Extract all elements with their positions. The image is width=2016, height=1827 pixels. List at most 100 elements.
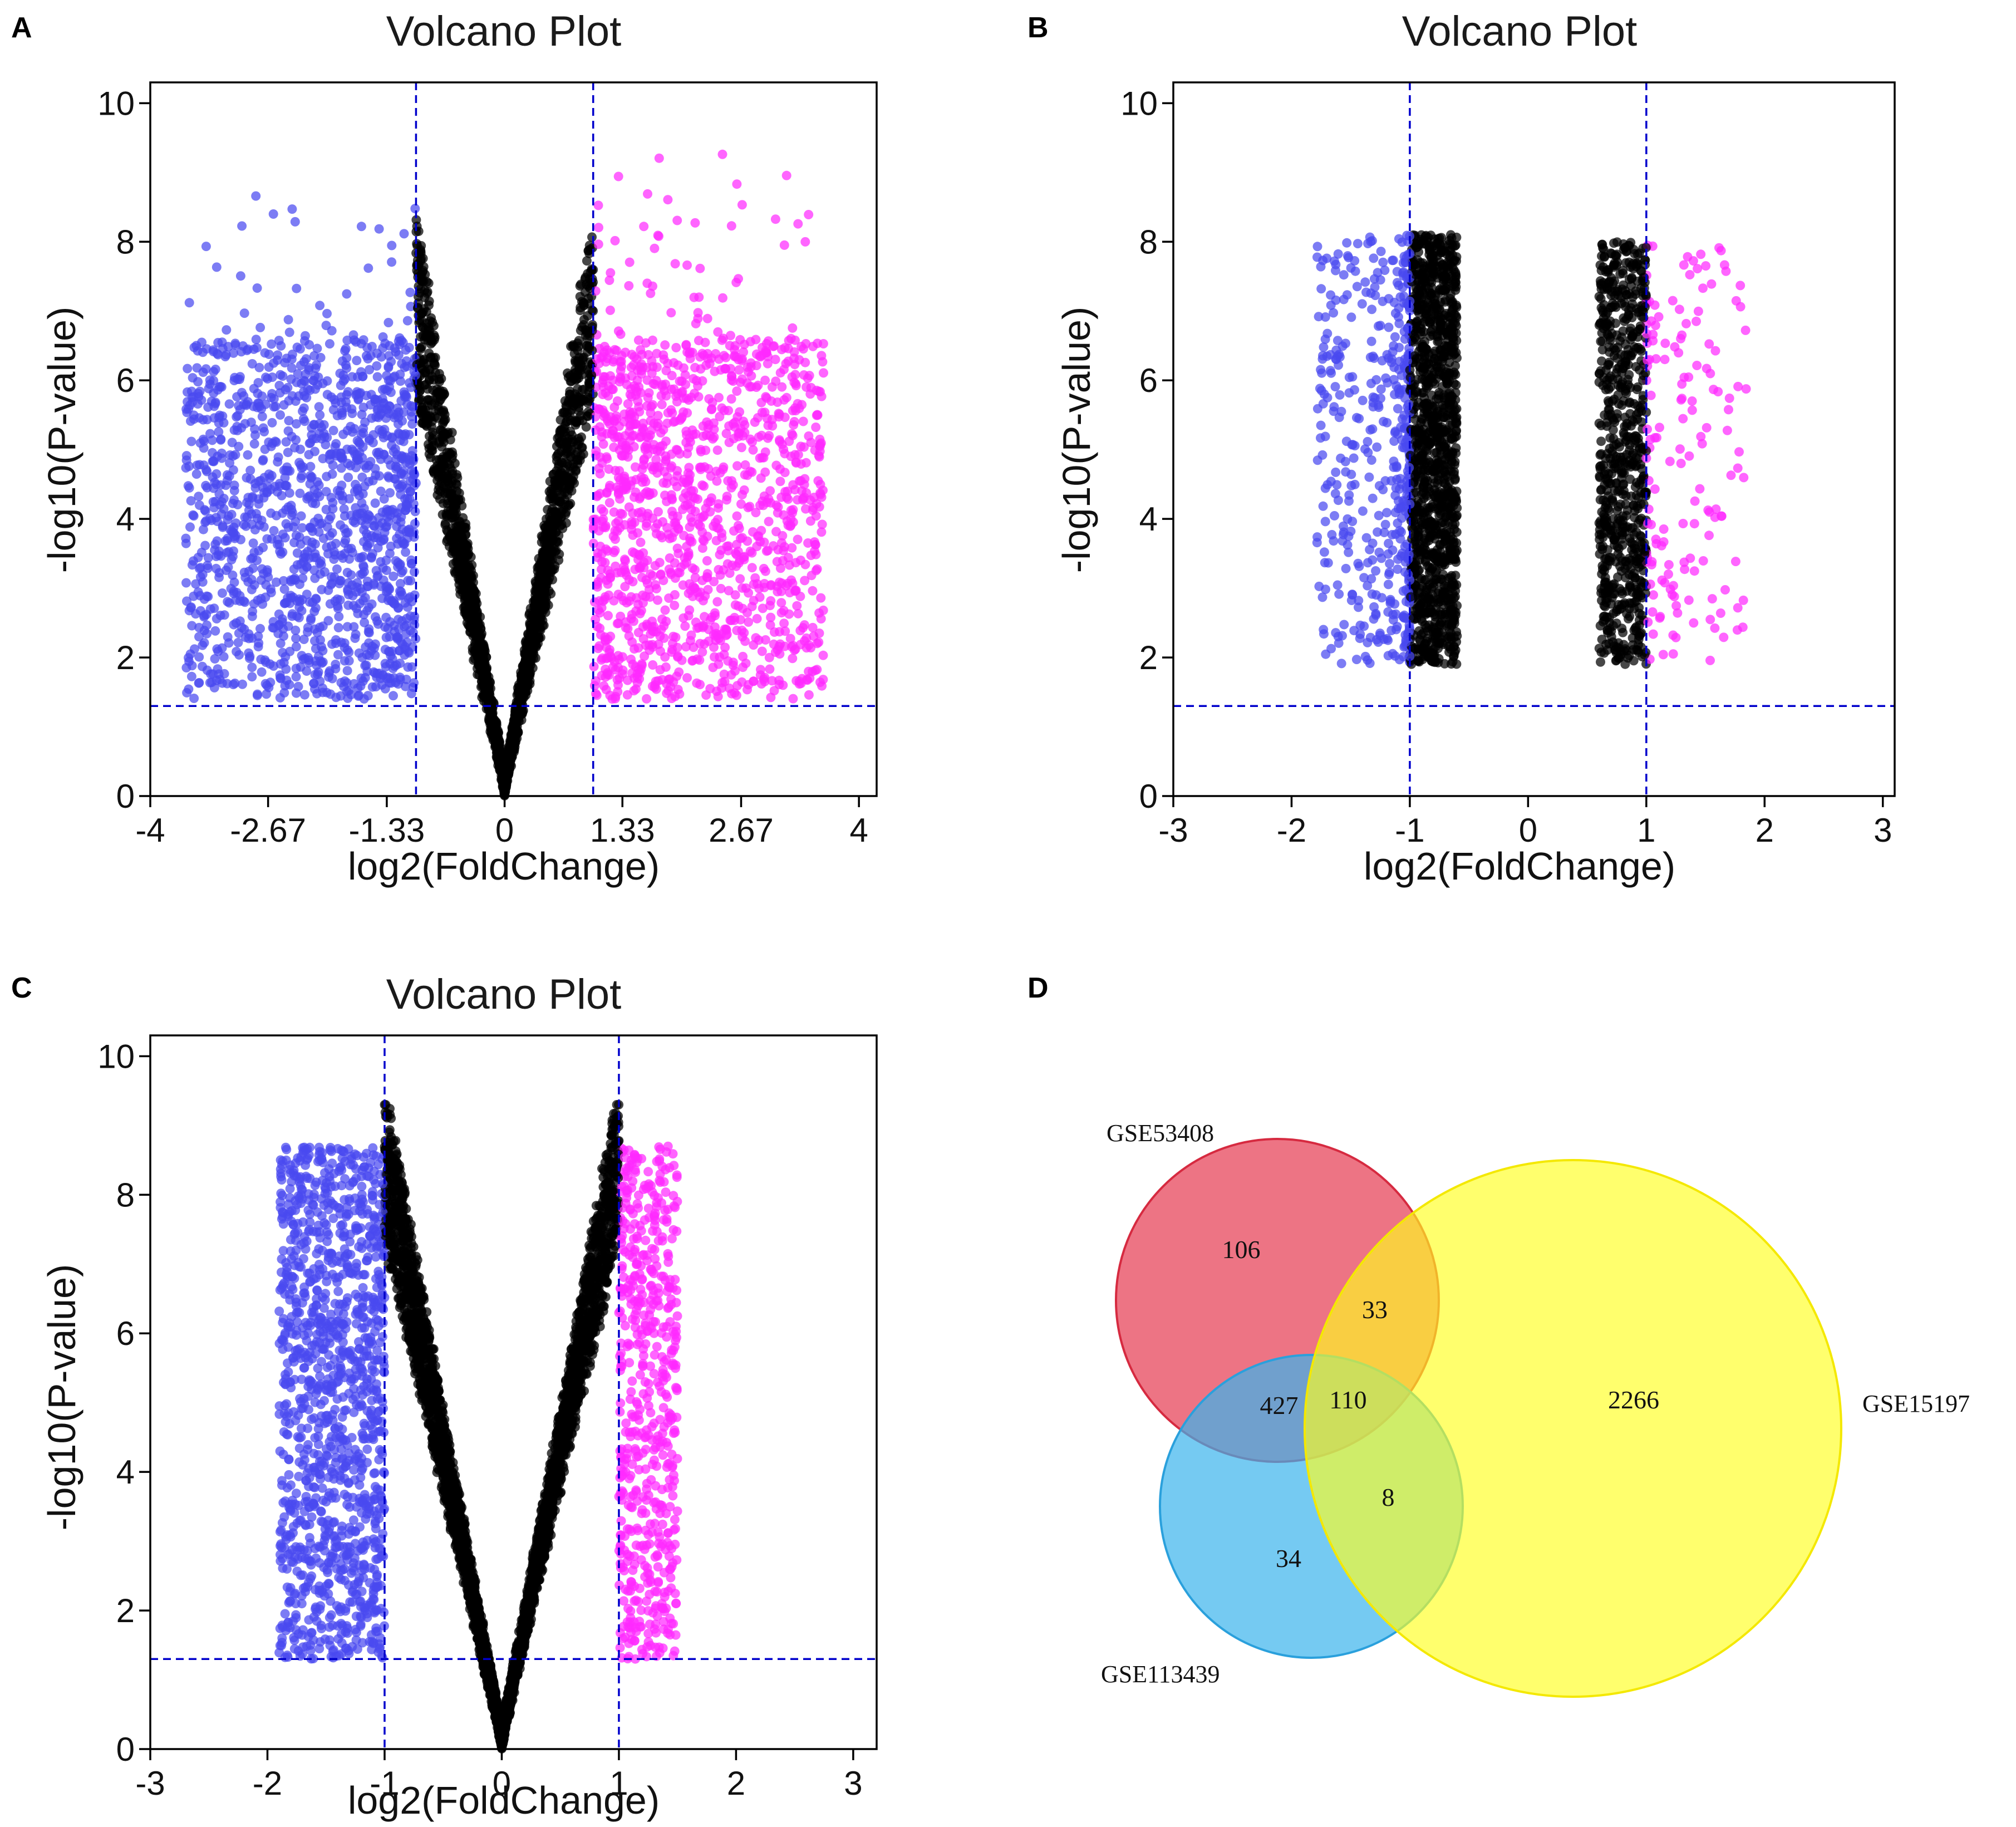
- data-point: [342, 666, 352, 676]
- data-point: [407, 446, 417, 456]
- data-point: [342, 622, 352, 632]
- data-point: [240, 419, 250, 429]
- data-point: [383, 318, 394, 327]
- data-point: [454, 488, 464, 498]
- data-point: [187, 621, 197, 631]
- data-point: [779, 395, 789, 405]
- data-point: [584, 387, 594, 397]
- data-point: [653, 411, 663, 421]
- data-point: [259, 473, 269, 483]
- data-point: [264, 437, 274, 447]
- data-point: [774, 435, 784, 445]
- data-point: [363, 263, 373, 273]
- data-point: [220, 352, 230, 362]
- data-point: [205, 604, 215, 614]
- data-point: [622, 598, 632, 608]
- data-point: [738, 662, 748, 672]
- data-point: [517, 683, 527, 693]
- data-point: [626, 614, 636, 623]
- data-point: [433, 401, 443, 411]
- data-point: [732, 681, 743, 691]
- data-point: [673, 360, 683, 370]
- data-point: [739, 347, 749, 357]
- data-point: [552, 441, 562, 451]
- data-point: [295, 488, 305, 498]
- data-point: [669, 384, 679, 394]
- data-point: [690, 218, 700, 228]
- data-point: [661, 391, 671, 401]
- data-point: [249, 439, 259, 449]
- data-point: [704, 394, 714, 404]
- data-point: [301, 354, 311, 364]
- data-point: [766, 596, 776, 606]
- data-point: [713, 327, 723, 337]
- data-point: [739, 485, 749, 495]
- data-point: [732, 386, 742, 396]
- data-point: [181, 538, 191, 548]
- data-point: [333, 603, 343, 613]
- data-point: [696, 445, 706, 455]
- data-point: [252, 690, 262, 700]
- panel-letter-c: C: [11, 972, 32, 1004]
- data-point: [735, 377, 745, 387]
- data-point: [708, 434, 718, 444]
- data-point: [720, 642, 730, 652]
- data-point: [267, 339, 277, 349]
- data-point: [702, 313, 712, 323]
- data-point: [689, 642, 699, 652]
- data-point: [726, 331, 735, 341]
- data-point: [306, 471, 316, 480]
- data-point: [382, 371, 392, 381]
- data-point: [685, 470, 695, 480]
- data-point: [322, 376, 332, 386]
- data-point: [370, 612, 380, 622]
- data-point: [790, 360, 800, 370]
- data-point: [712, 686, 722, 696]
- data-point: [311, 593, 321, 603]
- data-point: [410, 590, 420, 600]
- data-point: [698, 431, 708, 441]
- data-point: [697, 543, 707, 553]
- data-point: [818, 650, 828, 660]
- data-point: [194, 652, 204, 662]
- data-point: [610, 345, 619, 355]
- data-point: [719, 462, 729, 472]
- data-point: [723, 476, 733, 486]
- data-point: [627, 431, 637, 441]
- data-point: [207, 435, 217, 445]
- data-point: [268, 209, 278, 219]
- data-point: [732, 179, 742, 189]
- data-point: [775, 368, 785, 378]
- data-point: [209, 682, 219, 693]
- data-point: [674, 667, 684, 677]
- data-point: [401, 547, 411, 557]
- data-point: [227, 555, 237, 564]
- data-point: [262, 689, 272, 699]
- data-point: [689, 374, 699, 384]
- data-point: [267, 470, 277, 480]
- data-point: [779, 546, 788, 556]
- data-point: [723, 546, 733, 556]
- data-point: [425, 365, 435, 375]
- data-point: [199, 612, 209, 622]
- data-point: [712, 476, 722, 486]
- data-point: [198, 569, 208, 579]
- data-point: [713, 630, 723, 640]
- data-point: [640, 651, 650, 661]
- data-point: [229, 528, 239, 538]
- data-point: [623, 675, 633, 685]
- data-point: [315, 301, 325, 311]
- data-point: [564, 434, 573, 444]
- data-point: [395, 675, 405, 685]
- data-point: [398, 566, 408, 576]
- data-point: [633, 554, 643, 564]
- data-point: [307, 523, 317, 533]
- data-point: [255, 322, 265, 332]
- data-point: [221, 480, 231, 490]
- data-point: [570, 356, 580, 366]
- data-point: [440, 479, 450, 489]
- data-point: [602, 414, 612, 424]
- data-point: [775, 477, 785, 487]
- data-point: [229, 425, 239, 435]
- data-point: [309, 351, 319, 361]
